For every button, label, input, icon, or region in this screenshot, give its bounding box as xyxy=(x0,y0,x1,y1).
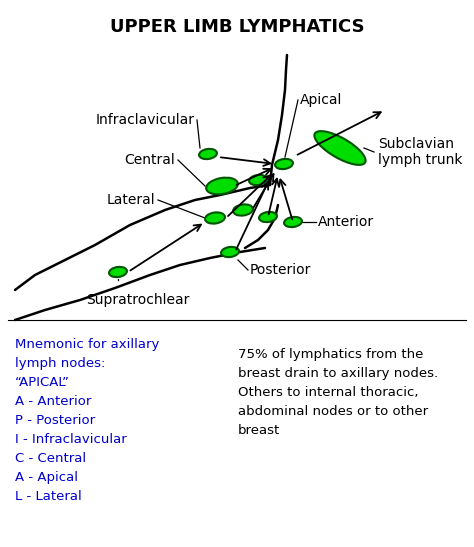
Text: Central: Central xyxy=(124,153,175,167)
Text: Posterior: Posterior xyxy=(250,263,311,277)
Text: Supratrochlear: Supratrochlear xyxy=(86,293,190,307)
Text: breast drain to axillary nodes.: breast drain to axillary nodes. xyxy=(238,367,438,380)
Ellipse shape xyxy=(221,247,239,257)
Text: Subclavian
lymph trunk: Subclavian lymph trunk xyxy=(378,137,463,167)
Ellipse shape xyxy=(206,178,238,194)
Text: Apical: Apical xyxy=(300,93,342,107)
Ellipse shape xyxy=(259,212,277,222)
Ellipse shape xyxy=(199,149,217,159)
Ellipse shape xyxy=(205,212,225,224)
Text: I - Infraclavicular: I - Infraclavicular xyxy=(15,433,127,446)
Ellipse shape xyxy=(249,175,267,185)
Text: P - Posterior: P - Posterior xyxy=(15,414,95,427)
Text: A - Apical: A - Apical xyxy=(15,471,78,484)
Ellipse shape xyxy=(109,267,127,277)
Text: 75% of lymphatics from the: 75% of lymphatics from the xyxy=(238,348,423,361)
Text: “APICAL”: “APICAL” xyxy=(15,376,70,389)
Text: Anterior: Anterior xyxy=(318,215,374,229)
Text: L - Lateral: L - Lateral xyxy=(15,490,82,503)
Text: Infraclavicular: Infraclavicular xyxy=(96,113,195,127)
Text: Others to internal thoracic,: Others to internal thoracic, xyxy=(238,386,419,399)
Text: Lateral: Lateral xyxy=(106,193,155,207)
Text: A - Anterior: A - Anterior xyxy=(15,395,91,408)
Ellipse shape xyxy=(275,159,293,169)
Text: breast: breast xyxy=(238,424,280,437)
Ellipse shape xyxy=(284,217,302,227)
Ellipse shape xyxy=(233,205,253,216)
Text: UPPER LIMB LYMPHATICS: UPPER LIMB LYMPHATICS xyxy=(109,18,365,36)
Text: lymph nodes:: lymph nodes: xyxy=(15,357,105,370)
Text: C - Central: C - Central xyxy=(15,452,86,465)
Text: Mnemonic for axillary: Mnemonic for axillary xyxy=(15,338,159,351)
Text: abdominal nodes or to other: abdominal nodes or to other xyxy=(238,405,428,418)
Ellipse shape xyxy=(314,131,365,165)
